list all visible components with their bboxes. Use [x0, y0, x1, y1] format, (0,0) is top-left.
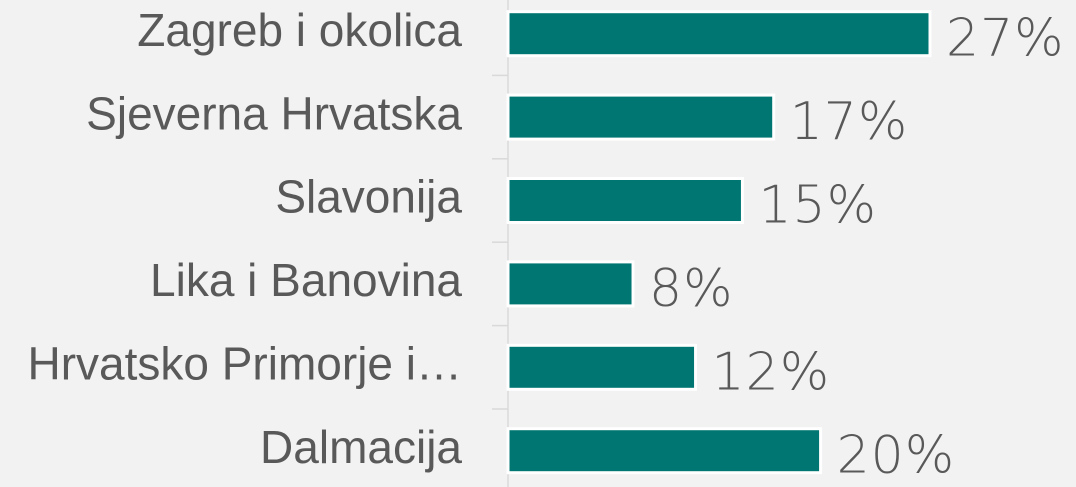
- value-label: 27%: [946, 9, 1065, 69]
- value-label: 12%: [712, 342, 831, 402]
- category-label: Sjeverna Hrvatska: [86, 87, 462, 139]
- category-label: Slavonija: [275, 171, 462, 223]
- value-label: 8%: [649, 259, 734, 319]
- bar: [506, 177, 744, 224]
- value-label: 15%: [758, 176, 877, 236]
- value-label: 20%: [837, 426, 956, 486]
- category-label: Hrvatsko Primorje i…: [27, 337, 462, 389]
- category-label: Dalmacija: [260, 421, 462, 473]
- bar: [506, 427, 823, 475]
- bar: [506, 10, 932, 58]
- category-label: Lika i Banovina: [150, 254, 462, 306]
- category-label: Zagreb i okolica: [137, 4, 462, 56]
- value-label: 17%: [790, 92, 909, 152]
- bar: [506, 343, 698, 391]
- bar: [506, 93, 776, 141]
- bar: [506, 260, 635, 308]
